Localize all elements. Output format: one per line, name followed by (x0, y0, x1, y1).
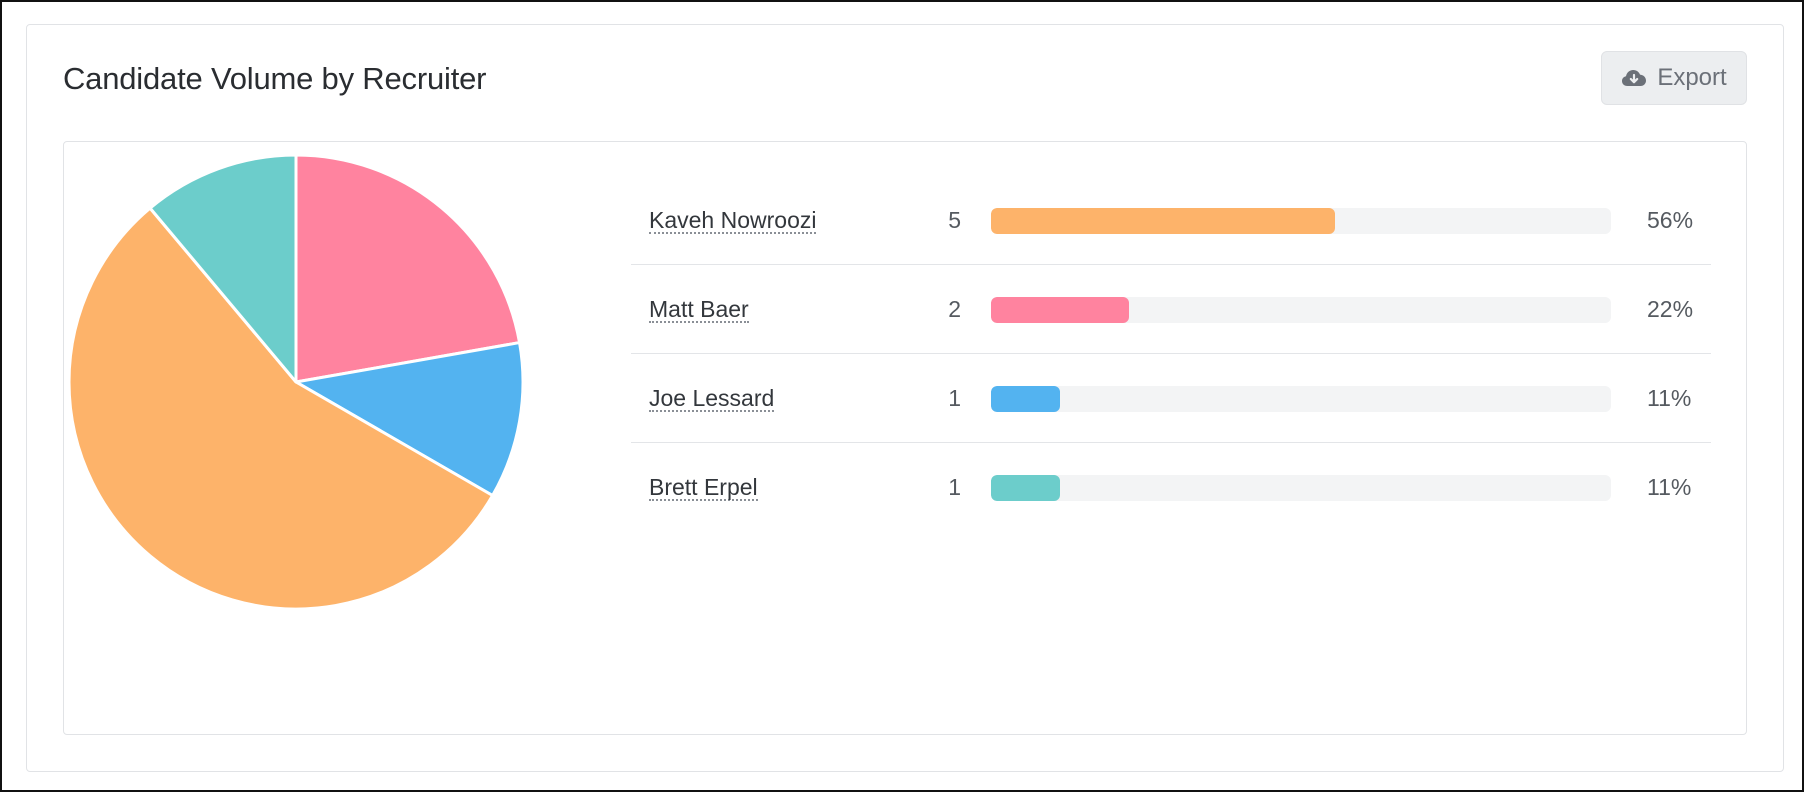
candidate-count: 5 (948, 207, 961, 233)
candidate-count: 1 (948, 385, 961, 411)
recruiter-row: Kaveh Nowroozi 5 56% (631, 176, 1711, 265)
progress-track (991, 297, 1611, 323)
recruiter-link-joe-lessard[interactable]: Joe Lessard (649, 385, 775, 412)
pie-slice-joe-lessard[interactable] (294, 341, 525, 497)
recruiter-list: Kaveh Nowroozi 5 56% Matt Baer 2 22% Joe Lessa… (631, 176, 1711, 532)
recruiter-row: Joe Lessard 1 11% (631, 354, 1711, 443)
recruiter-row: Matt Baer 2 22% (631, 265, 1711, 354)
progress-bar-matt-baer (991, 297, 1129, 323)
percentage-label: 56% (1647, 207, 1694, 233)
pie-chart (67, 153, 525, 611)
percentage-label: 22% (1647, 296, 1694, 322)
recruiter-link-matt-baer[interactable]: Matt Baer (649, 296, 749, 323)
candidate-count: 1 (948, 474, 961, 500)
percentage-label: 11% (1647, 385, 1692, 411)
pie-slice-matt-baer[interactable] (294, 153, 522, 384)
card-title: Candidate Volume by Recruiter (63, 61, 487, 96)
candidate-count: 2 (948, 296, 961, 322)
cloud-download-icon (1622, 70, 1647, 86)
progress-track (991, 386, 1611, 412)
recruiter-link-kaveh-nowroozi[interactable]: Kaveh Nowroozi (649, 207, 817, 234)
pie-slice-brett-erpel[interactable] (148, 153, 298, 384)
recruiter-row: Brett Erpel 1 11% (631, 443, 1711, 532)
progress-track (991, 208, 1611, 234)
progress-bar-brett-erpel (991, 475, 1060, 501)
percentage-label: 11% (1647, 474, 1692, 500)
recruiter-link-brett-erpel[interactable]: Brett Erpel (649, 474, 758, 501)
export-label: Export (1657, 64, 1727, 91)
pie-slice-kaveh-nowroozi[interactable] (67, 206, 495, 611)
chart-panel (63, 141, 1747, 735)
progress-bar-joe-lessard (991, 386, 1060, 412)
progress-bar-kaveh-nowroozi (991, 208, 1336, 234)
export-button[interactable]: Export (1601, 51, 1747, 105)
progress-track (991, 475, 1611, 501)
